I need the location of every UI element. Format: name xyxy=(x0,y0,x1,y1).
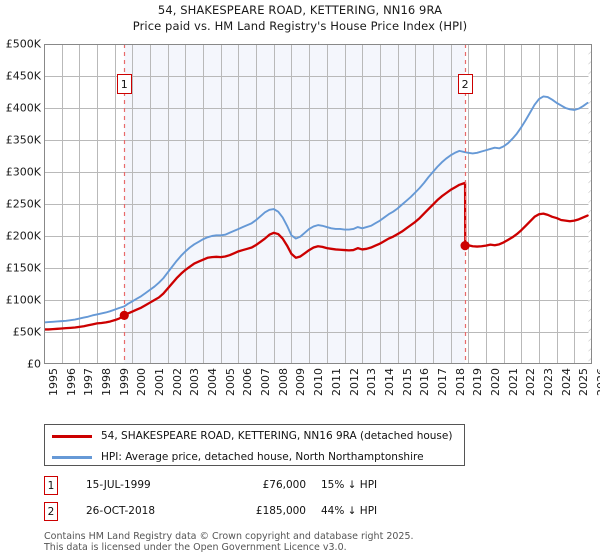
x-tick-label: 2017 xyxy=(435,368,449,396)
x-tick-label: 2002 xyxy=(170,368,184,396)
x-tick-label: 2012 xyxy=(347,368,361,396)
sale-marker-lines xyxy=(123,44,467,364)
sale-hpi-delta: 44% ↓ HPI xyxy=(321,505,378,517)
x-tick-label: 2015 xyxy=(400,368,414,396)
plot-sale-badge-1: 1 xyxy=(116,74,132,94)
future-period-hatching xyxy=(588,44,592,364)
x-tick-label: 2011 xyxy=(329,368,343,396)
x-tick-label: 2013 xyxy=(365,368,379,396)
sale-date: 15-JUL-1999 xyxy=(86,479,151,491)
y-tick-label: £150K xyxy=(5,261,41,275)
sale-price: £185,000 xyxy=(255,505,306,517)
sales-history-table: 1 15-JUL-1999 £76,000 15% ↓ HPI 2 26-OCT… xyxy=(44,474,484,526)
sale-index-badge: 1 xyxy=(44,476,58,495)
chart-svg xyxy=(44,44,592,364)
legend-item-hpi: HPI: Average price, detached house, Nort… xyxy=(45,447,464,467)
x-tick-label: 2005 xyxy=(223,368,237,396)
y-tick-label: £100K xyxy=(5,293,41,307)
sale-index-badge: 2 xyxy=(44,502,58,521)
x-tick-label: 2025 xyxy=(577,368,591,396)
x-tick-label: 2003 xyxy=(188,368,202,396)
x-tick-label: 2021 xyxy=(506,368,520,396)
y-tick-label: £450K xyxy=(5,69,41,83)
chart-legend: 54, SHAKESPEARE ROAD, KETTERING, NN16 9R… xyxy=(44,424,465,466)
y-tick-label: £350K xyxy=(5,133,41,147)
sale-date: 26-OCT-2018 xyxy=(86,505,155,517)
x-tick-label: 2000 xyxy=(135,368,149,396)
legend-label-property: 54, SHAKESPEARE ROAD, KETTERING, NN16 9R… xyxy=(101,430,453,442)
x-tick-label: 2008 xyxy=(276,368,290,396)
y-axis: £0 £50K £100K £150K £200K £250K £300K £350K £400… xyxy=(0,39,41,370)
sale-hpi-delta: 15% ↓ HPI xyxy=(321,479,378,491)
x-tick-label: 1998 xyxy=(100,368,114,396)
page-subtitle: Price paid vs. HM Land Registry's House … xyxy=(132,19,468,33)
x-tick-label: 2019 xyxy=(471,368,485,396)
x-tick-label: 2006 xyxy=(241,368,255,396)
x-tick-label: 2016 xyxy=(418,368,432,396)
legend-label-hpi: HPI: Average price, detached house, Nort… xyxy=(101,451,424,463)
y-tick-label: £0 xyxy=(27,357,41,371)
x-tick-label: 2014 xyxy=(382,368,396,396)
sale-price: £76,000 xyxy=(262,479,306,491)
attribution-footer: Contains HM Land Registry data © Crown c… xyxy=(44,531,584,553)
sale-point-markers xyxy=(119,241,470,320)
x-tick-label: 1995 xyxy=(47,368,60,396)
legend-item-property: 54, SHAKESPEARE ROAD, KETTERING, NN16 9R… xyxy=(45,426,464,446)
x-tick-label: 2023 xyxy=(541,368,555,396)
x-tick-label: 1997 xyxy=(82,368,96,396)
attribution-line-1: Contains HM Land Registry data © Crown c… xyxy=(44,531,414,542)
x-tick-label: 1999 xyxy=(117,368,131,396)
x-tick-label: 2007 xyxy=(259,368,273,396)
x-tick-label: 2020 xyxy=(488,368,502,396)
y-tick-label: £200K xyxy=(5,229,41,243)
x-tick-label: 2024 xyxy=(559,368,573,396)
y-tick-label: £300K xyxy=(5,165,41,179)
plot-border xyxy=(44,44,592,364)
table-row: 1 15-JUL-1999 £76,000 15% ↓ HPI xyxy=(44,474,484,500)
data-series-group xyxy=(44,95,589,331)
chart-title-block: 54, SHAKESPEARE ROAD, KETTERING, NN16 9R… xyxy=(0,2,600,34)
legend-swatch-hpi xyxy=(52,456,92,459)
x-tick-label: 2001 xyxy=(153,368,167,396)
x-tick-label: 2004 xyxy=(206,368,220,396)
x-tick-label: 2009 xyxy=(294,368,308,396)
y-tick-label: £250K xyxy=(5,197,41,211)
x-tick-label: 1996 xyxy=(64,368,78,396)
plot-sale-badge-2: 2 xyxy=(457,74,473,94)
y-tick-label: £50K xyxy=(12,325,41,339)
x-tick-label: 2026 xyxy=(595,368,600,396)
attribution-line-2: This data is licensed under the Open Gov… xyxy=(44,542,347,553)
x-tick-label: 2018 xyxy=(453,368,467,396)
table-row: 2 26-OCT-2018 £185,000 44% ↓ HPI xyxy=(44,500,484,526)
y-tick-label: £400K xyxy=(5,101,41,115)
x-tick-label: 2022 xyxy=(524,368,538,396)
legend-swatch-property xyxy=(52,435,92,438)
x-tick-label: 2010 xyxy=(312,368,326,396)
page-title: 54, SHAKESPEARE ROAD, KETTERING, NN16 9R… xyxy=(157,3,443,17)
y-tick-label: £500K xyxy=(5,37,41,51)
x-axis: 1995 1996 1997 1998 1999 2000 2001 2002 2003 2004… xyxy=(0,366,600,414)
